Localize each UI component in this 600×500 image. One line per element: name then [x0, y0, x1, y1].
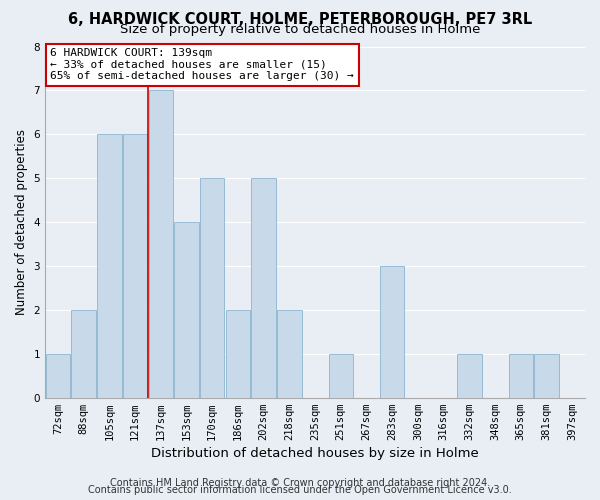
Bar [46, 354, 70, 398]
Bar [149, 90, 173, 398]
Bar [380, 266, 404, 398]
Bar [251, 178, 276, 398]
Text: 6, HARDWICK COURT, HOLME, PETERBOROUGH, PE7 3RL: 6, HARDWICK COURT, HOLME, PETERBOROUGH, … [68, 12, 532, 28]
Text: Contains public sector information licensed under the Open Government Licence v3: Contains public sector information licen… [88, 485, 512, 495]
Bar [509, 354, 533, 398]
Text: 6 HARDWICK COURT: 139sqm
← 33% of detached houses are smaller (15)
65% of semi-d: 6 HARDWICK COURT: 139sqm ← 33% of detach… [50, 48, 354, 82]
Bar [329, 354, 353, 398]
Bar [277, 310, 302, 398]
Bar [123, 134, 147, 398]
Text: Size of property relative to detached houses in Holme: Size of property relative to detached ho… [120, 22, 480, 36]
Bar [226, 310, 250, 398]
Y-axis label: Number of detached properties: Number of detached properties [15, 129, 28, 315]
Bar [71, 310, 96, 398]
Bar [200, 178, 224, 398]
Bar [457, 354, 482, 398]
Bar [97, 134, 122, 398]
Bar [534, 354, 559, 398]
Text: Contains HM Land Registry data © Crown copyright and database right 2024.: Contains HM Land Registry data © Crown c… [110, 478, 490, 488]
Bar [174, 222, 199, 398]
X-axis label: Distribution of detached houses by size in Holme: Distribution of detached houses by size … [151, 447, 479, 460]
